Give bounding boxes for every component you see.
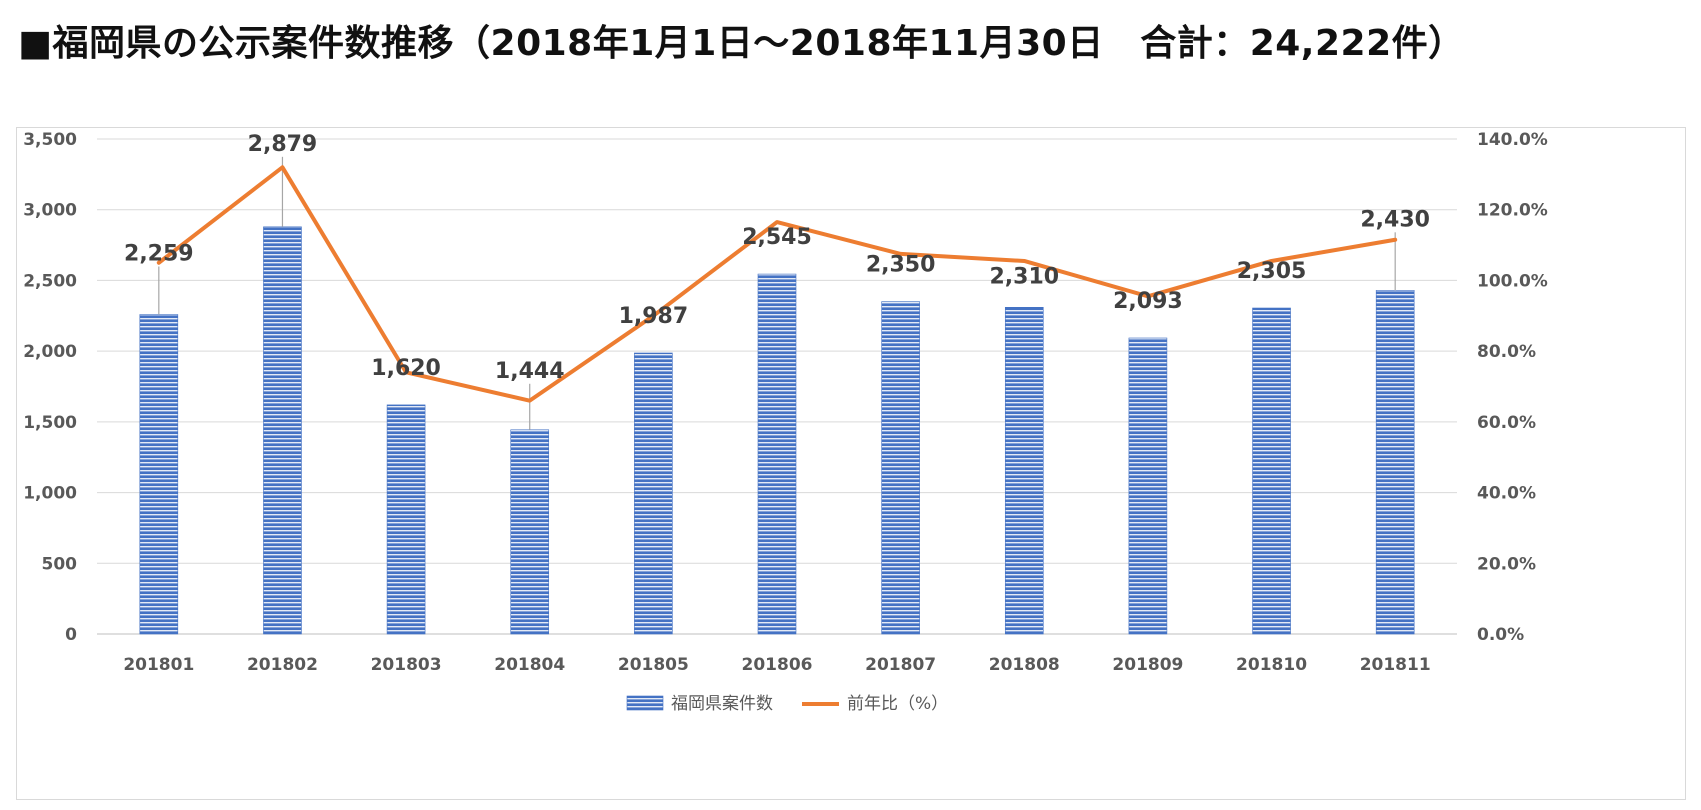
y-right-tick-label: 60.0% [1477, 413, 1536, 433]
data-label: 2,430 [1360, 207, 1430, 232]
x-tick-label: 201802 [247, 655, 318, 675]
legend-line-label: 前年比（%） [847, 694, 948, 714]
x-tick-label: 201811 [1360, 655, 1431, 675]
y-left-tick-label: 3,000 [23, 201, 77, 221]
data-label: 2,305 [1237, 259, 1307, 284]
y-right-tick-label: 20.0% [1477, 554, 1536, 574]
x-tick-label: 201809 [1112, 655, 1183, 675]
data-label: 2,259 [124, 242, 194, 267]
chart-frame: 0 500 1,000 1,500 2,000 2,500 3,000 3,500 0.0% 2… [16, 127, 1686, 800]
line-series [156, 165, 1398, 403]
legend: 福岡県案件数 前年比（%） [626, 694, 948, 714]
data-label: 2,093 [1113, 289, 1183, 314]
x-axis: 201801 201802 201803 201804 201805 201806 2018… [123, 655, 1430, 675]
y-left-tick-label: 2,500 [23, 271, 77, 291]
data-label: 1,444 [495, 359, 565, 384]
bar [757, 273, 797, 635]
y-left-tick-label: 3,500 [23, 130, 77, 150]
y-right-tick-label: 120.0% [1477, 201, 1548, 221]
x-tick-label: 201810 [1236, 655, 1307, 675]
bar [510, 429, 550, 635]
bar [139, 314, 179, 635]
y-left-tick-label: 1,000 [23, 484, 77, 504]
bar [1375, 290, 1415, 635]
x-tick-label: 201806 [742, 655, 813, 675]
x-tick-label: 201808 [989, 655, 1060, 675]
x-tick-label: 201803 [371, 655, 442, 675]
y-right-tick-label: 80.0% [1477, 342, 1536, 362]
combo-chart: 0 500 1,000 1,500 2,000 2,500 3,000 3,500 0.0% 2… [23, 130, 1548, 714]
bar [263, 226, 302, 635]
data-label: 2,879 [248, 132, 318, 157]
y-left-tick-label: 0 [65, 625, 77, 645]
data-label: 2,310 [989, 264, 1059, 289]
bar [634, 352, 673, 635]
bar-series [139, 226, 1415, 635]
bar [881, 301, 920, 635]
bar [1252, 307, 1291, 635]
data-label: 2,350 [866, 253, 936, 278]
data-labels: 2,259 2,879 1,620 1,444 1,987 2,545 2,350 2,310… [124, 132, 1430, 384]
y-left-tick-label: 500 [42, 554, 78, 574]
x-tick-label: 201801 [123, 655, 194, 675]
y-right-tick-label: 0.0% [1477, 625, 1524, 645]
right-axis: 0.0% 20.0% 40.0% 60.0% 80.0% 100.0% 120.0% 140.… [1477, 130, 1548, 645]
data-label: 1,620 [371, 356, 441, 381]
page-title: ■福岡県の公示案件数推移（2018年1月1日～2018年11月30日 合計：24… [18, 23, 1465, 64]
bar [1128, 337, 1168, 635]
x-tick-label: 201807 [865, 655, 936, 675]
y-left-tick-label: 2,000 [23, 342, 77, 362]
data-label: 2,545 [742, 225, 812, 250]
left-axis: 0 500 1,000 1,500 2,000 2,500 3,000 3,500 [23, 130, 77, 645]
x-tick-label: 201804 [494, 655, 565, 675]
x-tick-label: 201805 [618, 655, 689, 675]
y-right-tick-label: 40.0% [1477, 484, 1536, 504]
bar [386, 404, 426, 635]
data-label: 1,987 [619, 304, 689, 329]
y-right-tick-label: 140.0% [1477, 130, 1548, 150]
legend-bar-label: 福岡県案件数 [671, 694, 773, 714]
y-right-tick-label: 100.0% [1477, 271, 1548, 291]
legend-bar-swatch [626, 695, 664, 711]
y-left-tick-label: 1,500 [23, 413, 77, 433]
bar [1004, 307, 1044, 635]
